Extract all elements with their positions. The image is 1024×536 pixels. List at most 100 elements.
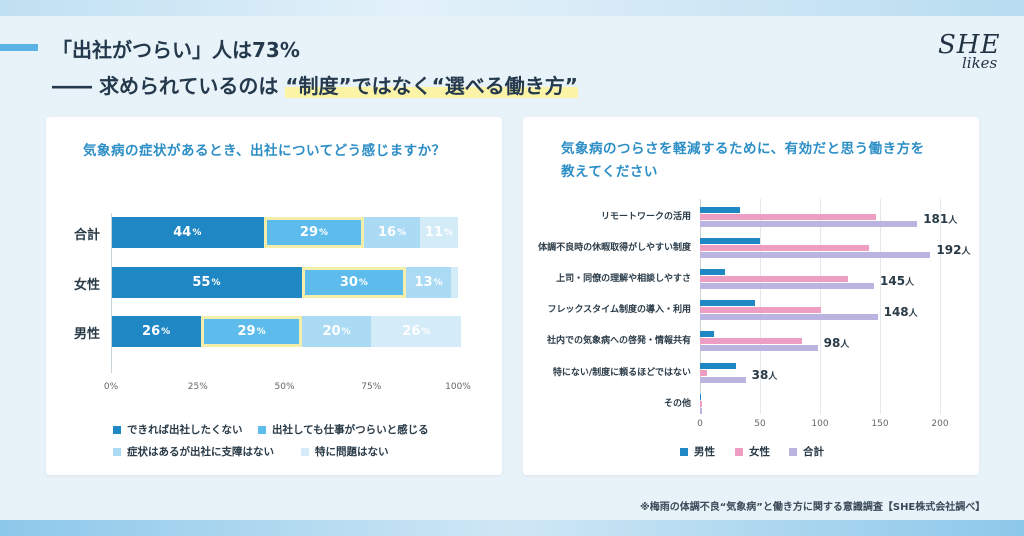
total-value-label: 145人 bbox=[880, 274, 914, 288]
total-value-label: 192人 bbox=[936, 243, 970, 257]
bar-segment: 44% bbox=[111, 217, 264, 248]
legend-label: 合計 bbox=[803, 446, 824, 458]
legend-swatch bbox=[258, 425, 266, 434]
row-label-1: 女性 bbox=[74, 278, 101, 293]
bar bbox=[700, 377, 746, 383]
bar bbox=[700, 283, 874, 289]
segment-unit: % bbox=[341, 326, 351, 337]
accent-bar bbox=[0, 44, 38, 51]
category-label: 体調不良時の休暇取得がしやすい制度 bbox=[538, 243, 691, 253]
segment-unit: % bbox=[211, 277, 221, 288]
legend-swatch bbox=[680, 447, 688, 456]
bar bbox=[700, 207, 740, 213]
legend-item: 特に問題はない bbox=[301, 444, 389, 459]
total-value: 148 bbox=[883, 305, 909, 319]
total-value: 38 bbox=[751, 368, 769, 382]
brand-logo: SHE likes bbox=[938, 30, 1001, 72]
legend-item: できれば出社したくない bbox=[113, 422, 243, 437]
stacked-bar-chart-card: 気象病の症状があるとき、出社についてどう感じますか？ 合計 44% 29% 16% 11… bbox=[46, 117, 502, 475]
category-label: その他 bbox=[663, 399, 691, 409]
headline-line1: 「出社がつらい」人は73% bbox=[52, 38, 300, 62]
legend-item: 女性 bbox=[735, 444, 770, 459]
grouped-chart-title-line1: 気象病のつらさを軽減するために、有効だと思う働き方を bbox=[561, 141, 925, 157]
legend-swatch bbox=[735, 447, 743, 456]
total-value: 98 bbox=[823, 336, 841, 350]
headline-line2-highlight: “制度”ではなく“選べる働き方” bbox=[285, 74, 578, 98]
segment-value: 44 bbox=[173, 225, 192, 240]
bar-segment: 16% bbox=[364, 217, 420, 248]
category-label: 特にない/制度に頼るほどではない bbox=[552, 368, 691, 378]
legend-label: 出社しても仕事がつらいと感じる bbox=[272, 424, 429, 436]
segment-unit: % bbox=[433, 277, 443, 288]
bar bbox=[700, 221, 918, 227]
bar-segment: 13% bbox=[405, 267, 452, 298]
total-value: 192 bbox=[936, 243, 962, 257]
total-value-label: 181人 bbox=[923, 212, 957, 226]
segment-value: 26 bbox=[402, 324, 421, 339]
x-tick-label: 100 bbox=[811, 419, 829, 429]
segment-value: 26 bbox=[142, 324, 161, 339]
segment-value: 29 bbox=[237, 324, 256, 339]
segment-unit: % bbox=[192, 227, 202, 238]
legend-swatch bbox=[113, 425, 121, 434]
x-tick-label: 75% bbox=[361, 382, 382, 392]
segment-unit: % bbox=[443, 227, 453, 238]
bar bbox=[700, 370, 708, 376]
segment-unit: % bbox=[256, 326, 266, 337]
total-unit: 人 bbox=[905, 278, 915, 288]
segment-value: 11 bbox=[424, 225, 443, 240]
stacked-chart-title: 気象病の症状があるとき、出社についてどう感じますか？ bbox=[83, 143, 446, 159]
legend-item: 合計 bbox=[789, 444, 824, 459]
segment-value: 16 bbox=[377, 225, 397, 240]
bar-segment: 26% bbox=[371, 316, 462, 347]
bar bbox=[700, 269, 726, 275]
segment-value: 30 bbox=[339, 275, 358, 290]
bar-segment: 29% bbox=[263, 217, 365, 248]
x-tick-label: 100% bbox=[445, 382, 471, 392]
row-label-2: 男性 bbox=[74, 327, 101, 342]
segment-unit: % bbox=[397, 227, 407, 238]
gridline bbox=[820, 199, 821, 414]
total-value-label: 98人 bbox=[824, 336, 850, 350]
segment-value: 55 bbox=[192, 275, 211, 290]
bar-segment: 11% bbox=[419, 217, 458, 248]
source-footnote: ※梅雨の体調不良“気象病”と働き方に関する意識調査【SHE株式会社調べ】 bbox=[640, 502, 986, 513]
category-label: 上司・同僚の理解や相談しやすさ bbox=[556, 274, 691, 284]
bar bbox=[700, 214, 877, 220]
bar bbox=[700, 345, 818, 351]
x-tick-label: 0 bbox=[697, 419, 703, 429]
legend-swatch bbox=[301, 447, 309, 456]
x-tick-label: 25% bbox=[187, 382, 208, 392]
legend-swatch bbox=[113, 447, 121, 456]
legend-label: 男性 bbox=[694, 446, 715, 458]
headline-line2: ―― 求められているのは “制度”ではなく“選べる働き方” bbox=[52, 70, 578, 99]
x-tick-label: 50% bbox=[274, 382, 295, 392]
x-tick-label: 50 bbox=[754, 419, 766, 429]
gridline bbox=[880, 199, 881, 414]
legend-swatch bbox=[789, 447, 797, 456]
gridline bbox=[760, 199, 761, 414]
legend-item: 出社しても仕事がつらいと感じる bbox=[258, 422, 429, 437]
category-label: 社内での気象病への啓発・情報共有 bbox=[546, 336, 691, 346]
segment-unit: % bbox=[358, 277, 368, 288]
bar bbox=[700, 401, 703, 407]
bar-segment: 20% bbox=[301, 316, 372, 347]
bar bbox=[700, 238, 760, 244]
bar bbox=[700, 276, 848, 282]
legend-label: できれば出社したくない bbox=[127, 424, 243, 436]
category-label: フレックスタイム制度の導入・利用 bbox=[547, 305, 691, 315]
gridline bbox=[940, 199, 941, 414]
bar bbox=[700, 252, 931, 258]
bar bbox=[700, 408, 703, 414]
logo-main: SHE bbox=[938, 30, 1001, 60]
bar bbox=[700, 307, 822, 313]
total-value-label: 38人 bbox=[752, 368, 778, 382]
bar bbox=[700, 338, 802, 344]
legend-item: 症状はあるが出社に支障はない bbox=[113, 444, 274, 459]
bar-segment bbox=[451, 267, 458, 298]
bar bbox=[700, 245, 870, 251]
total-unit: 人 bbox=[908, 309, 918, 319]
segment-value: 20 bbox=[322, 324, 341, 339]
bar bbox=[700, 394, 701, 400]
grouped-bar-chart-card: 気象病のつらさを軽減するために、有効だと思う働き方を 教えてください 0 50 10… bbox=[523, 117, 979, 475]
